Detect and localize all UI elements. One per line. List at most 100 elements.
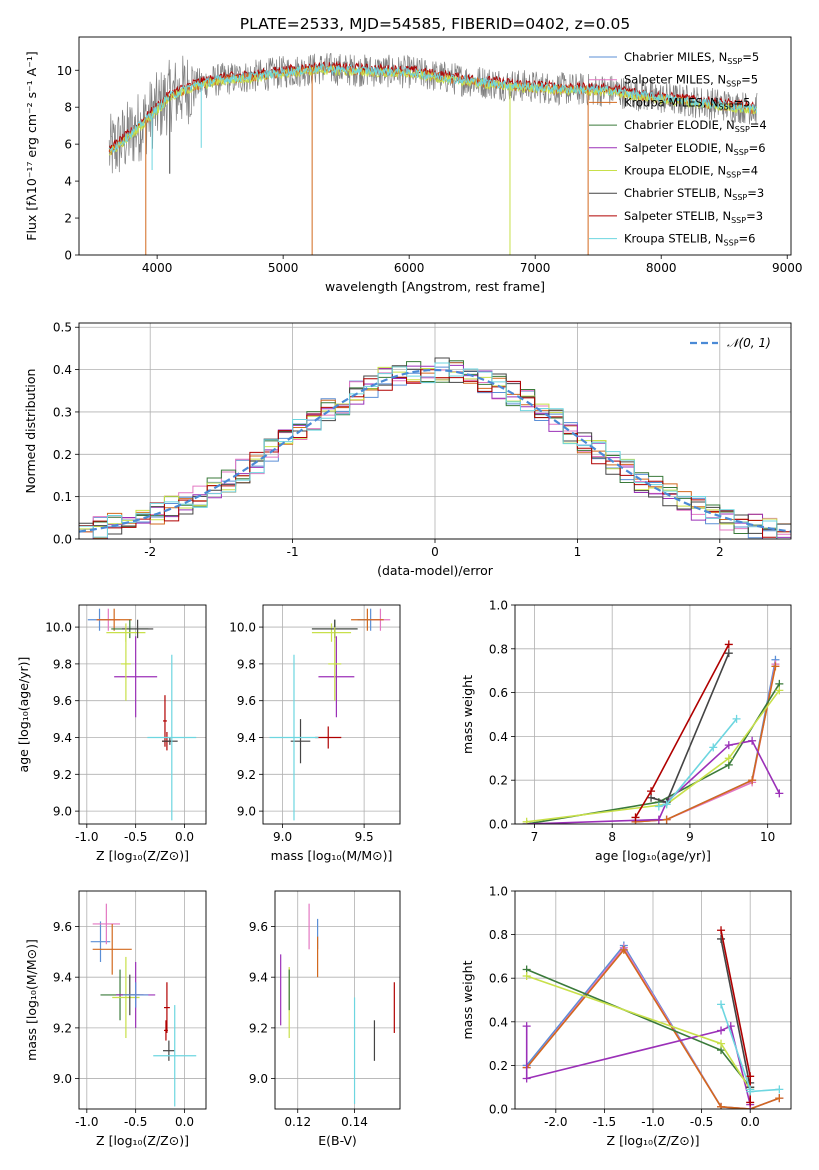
plot-area [522, 926, 784, 1109]
axes-frame [262, 604, 401, 825]
y-tick-label: 9.4 [53, 731, 72, 745]
y-tick-label: 0.4 [489, 730, 508, 744]
x-tick-label: 0.12 [284, 1115, 311, 1129]
legend-label-kroupa_stelib: Kroupa STELIB, NSSP=6 [624, 232, 755, 248]
y-axis-label: Flux [fλ10⁻¹⁷ erg cm⁻² s⁻¹ A⁻¹] [24, 51, 39, 240]
weight-marker-kroupa_stelib [654, 802, 663, 811]
panels: 4000 5000 6000 7000 8000 90000246810wavelengt… [16, 36, 802, 1148]
y-tick-label: 0.4 [53, 363, 72, 377]
y-axis-label: Normed distribution [23, 369, 38, 494]
y-axis-label: age [log₁₀(age/yr)] [16, 657, 31, 773]
x-axis-label: Z [log₁₀(Z/Z⊙)] [607, 1133, 700, 1148]
x-tick-label: -1.0 [641, 1115, 664, 1129]
y-tick-label: 9.2 [249, 1021, 268, 1035]
weight-marker-kroupa_miles [662, 815, 671, 824]
y-tick-label: 1.0 [489, 885, 508, 899]
axes-frame [78, 36, 792, 256]
y-tick-label: 8 [64, 101, 72, 115]
y-tick-label: 9.0 [53, 805, 72, 819]
weight-marker-salpeter_stelib [724, 640, 733, 649]
panel-age_vs_mass: 9.0 9.5 9.0 9.2 9.4 9.6 9.8 10.0 mass [log₁₀(M/M… [229, 604, 401, 863]
weight-marker-salpeter_elodie [724, 741, 733, 750]
x-tick-label: -1.0 [75, 1115, 98, 1129]
y-tick-label: 0.1 [53, 490, 72, 504]
weight-line-salpeter_elodie [526, 739, 781, 824]
y-tick-label: 0.0 [489, 818, 508, 832]
weight-line-chabrier_elodie [526, 683, 780, 824]
y-tick-label: 9.2 [53, 768, 72, 782]
weight-marker-kroupa_miles [771, 662, 780, 671]
plot-area [108, 53, 758, 255]
x-tick-label: 9.5 [355, 830, 374, 844]
y-tick-label: 0.6 [489, 686, 508, 700]
plot-area [280, 903, 395, 1104]
weight-marker-salpeter_elodie [522, 1022, 531, 1031]
y-tick-label: 0.2 [489, 1059, 508, 1073]
legend-label-kroupa_elodie: Kroupa ELODIE, NSSP=4 [624, 164, 758, 180]
plot-area [87, 608, 197, 821]
weight-marker-kroupa_stelib [717, 1000, 726, 1009]
x-tick-label: 0.0 [175, 1115, 194, 1129]
x-axis-label: (data-model)/error [377, 563, 494, 578]
weight-line-kroupa_elodie [526, 689, 780, 823]
plot-area [79, 357, 791, 539]
axes-frame [274, 890, 401, 1110]
figure-title: PLATE=2533, MJD=54585, FIBERID=0402, z=0… [240, 15, 630, 33]
x-tick-label: 0.0 [175, 830, 194, 844]
y-tick-label: 9.6 [53, 694, 72, 708]
weight-marker-chabrier_stelib [717, 934, 726, 943]
x-tick-label: 6000 [394, 261, 425, 275]
weight-marker-kroupa_miles [748, 776, 757, 785]
weight-marker-kroupa_elodie [775, 686, 784, 695]
x-axis-label: wavelength [Angstrom, rest frame] [325, 279, 545, 294]
y-tick-label: 0.4 [489, 1015, 508, 1029]
x-tick-label: -2 [144, 545, 156, 559]
weight-marker-kroupa_stelib [709, 743, 718, 752]
legend-label-chabrier_elodie: Chabrier ELODIE, NSSP=4 [624, 118, 767, 134]
y-tick-label: 9.6 [237, 694, 256, 708]
spectrum-data-line [108, 53, 758, 174]
histogram-step-kroupa_stelib [79, 362, 791, 539]
weight-marker-kroupa_stelib [732, 714, 741, 723]
legend-label-salpeter_stelib: Salpeter STELIB, NSSP=3 [624, 209, 763, 225]
weight-marker-salpeter_stelib [631, 813, 640, 822]
weight-marker-salpeter_stelib [717, 926, 726, 935]
plot-area [269, 608, 391, 821]
x-tick-label: 2 [716, 545, 724, 559]
y-tick-label: 0 [64, 249, 72, 263]
y-tick-label: 0.0 [53, 533, 72, 547]
x-tick-label: -1 [287, 545, 299, 559]
y-tick-label: 9.2 [237, 768, 256, 782]
x-tick-label: -2.0 [544, 1115, 567, 1129]
panel-mass_vs_EBV: 0.12 0.14 9.0 9.2 9.4 9.6 E(B-V) [249, 890, 401, 1148]
y-tick-label: 9.0 [249, 1072, 268, 1086]
axes-frame [514, 604, 792, 825]
x-tick-label: 9 [686, 830, 694, 844]
y-tick-label: 6 [64, 138, 72, 152]
y-axis-label: mass [log₁₀(M/M⊙)] [24, 939, 39, 1061]
y-tick-label: 9.6 [53, 920, 72, 934]
y-tick-label: 9.4 [53, 971, 72, 985]
plot-area [522, 640, 784, 824]
y-tick-label: 10.0 [229, 621, 256, 635]
weight-marker-kroupa_elodie [724, 754, 733, 763]
y-tick-label: 9.4 [249, 971, 268, 985]
weight-marker-salpeter_elodie [748, 736, 757, 745]
residuals-legend: 𝒩(0, 1) [690, 336, 771, 350]
weight-marker-kroupa_stelib [775, 1085, 784, 1094]
legend-label-chabrier_miles: Chabrier MILES, NSSP=5 [624, 50, 759, 66]
axes-frame [78, 322, 792, 540]
y-tick-label: 4 [64, 175, 72, 189]
weight-marker-chabrier_stelib [724, 649, 733, 658]
panel-massweight_vs_Z: -2.0 -1.5 -1.0 -0.5 0.0 0.0 0.2 0.4 0.6 0.8 1.0 Z [… [460, 885, 792, 1148]
weight-marker-kroupa_miles [717, 1102, 726, 1109]
weight-marker-salpeter_stelib [746, 1072, 755, 1081]
y-tick-label: 9.2 [53, 1021, 72, 1035]
y-tick-label: 10.0 [45, 621, 72, 635]
y-tick-label: 0.2 [489, 774, 508, 788]
y-tick-label: 9.4 [237, 731, 256, 745]
weight-marker-kroupa_stelib [746, 1087, 755, 1096]
x-tick-label: 7000 [520, 261, 551, 275]
x-axis-label: age [log₁₀(age/yr)] [595, 848, 711, 863]
y-tick-label: 9.8 [237, 657, 256, 671]
